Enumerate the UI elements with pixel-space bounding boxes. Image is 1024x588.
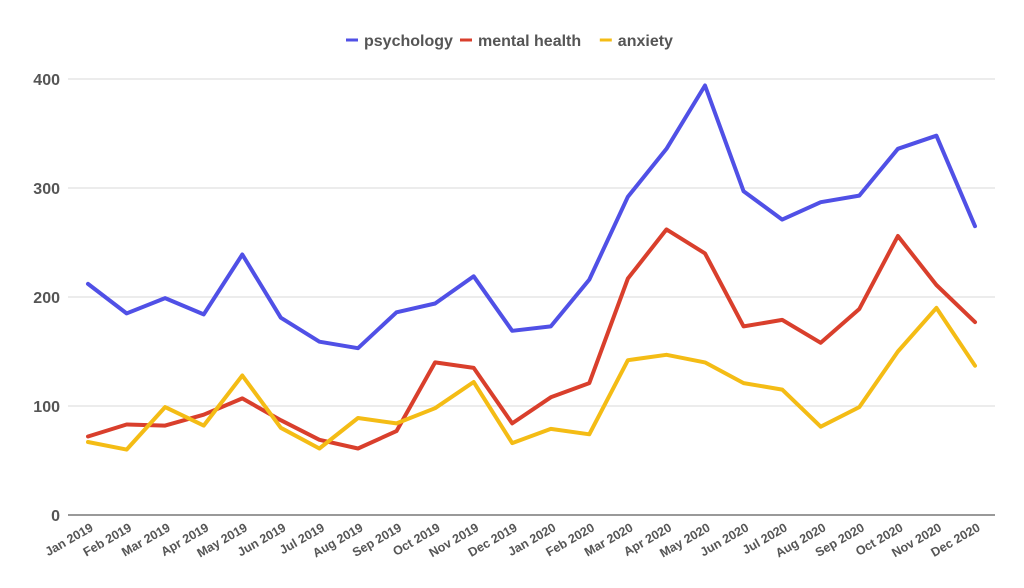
legend-item-psychology: psychology [346, 33, 453, 50]
y-tick-label: 400 [33, 72, 60, 89]
y-tick-label: 100 [33, 399, 60, 416]
gridlines [68, 78, 995, 516]
y-tick-label: 300 [33, 181, 60, 198]
legend-item-anxiety: anxiety [599, 33, 673, 50]
series-line-psychology [86, 83, 977, 351]
series-line-mental-health [86, 227, 977, 451]
y-tick-label: 0 [51, 508, 60, 525]
y-axis-ticks: 0 100 200 300 400 [33, 72, 60, 525]
legend-label: psychology [364, 33, 453, 50]
series-lines [86, 83, 977, 452]
series-line-anxiety [86, 305, 977, 452]
legend-item-mental-health: mental health [460, 33, 581, 50]
legend-label: anxiety [618, 33, 673, 50]
legend-label: mental health [478, 33, 581, 50]
legend: psychology mental health anxiety [346, 33, 673, 50]
y-tick-label: 200 [33, 290, 60, 307]
